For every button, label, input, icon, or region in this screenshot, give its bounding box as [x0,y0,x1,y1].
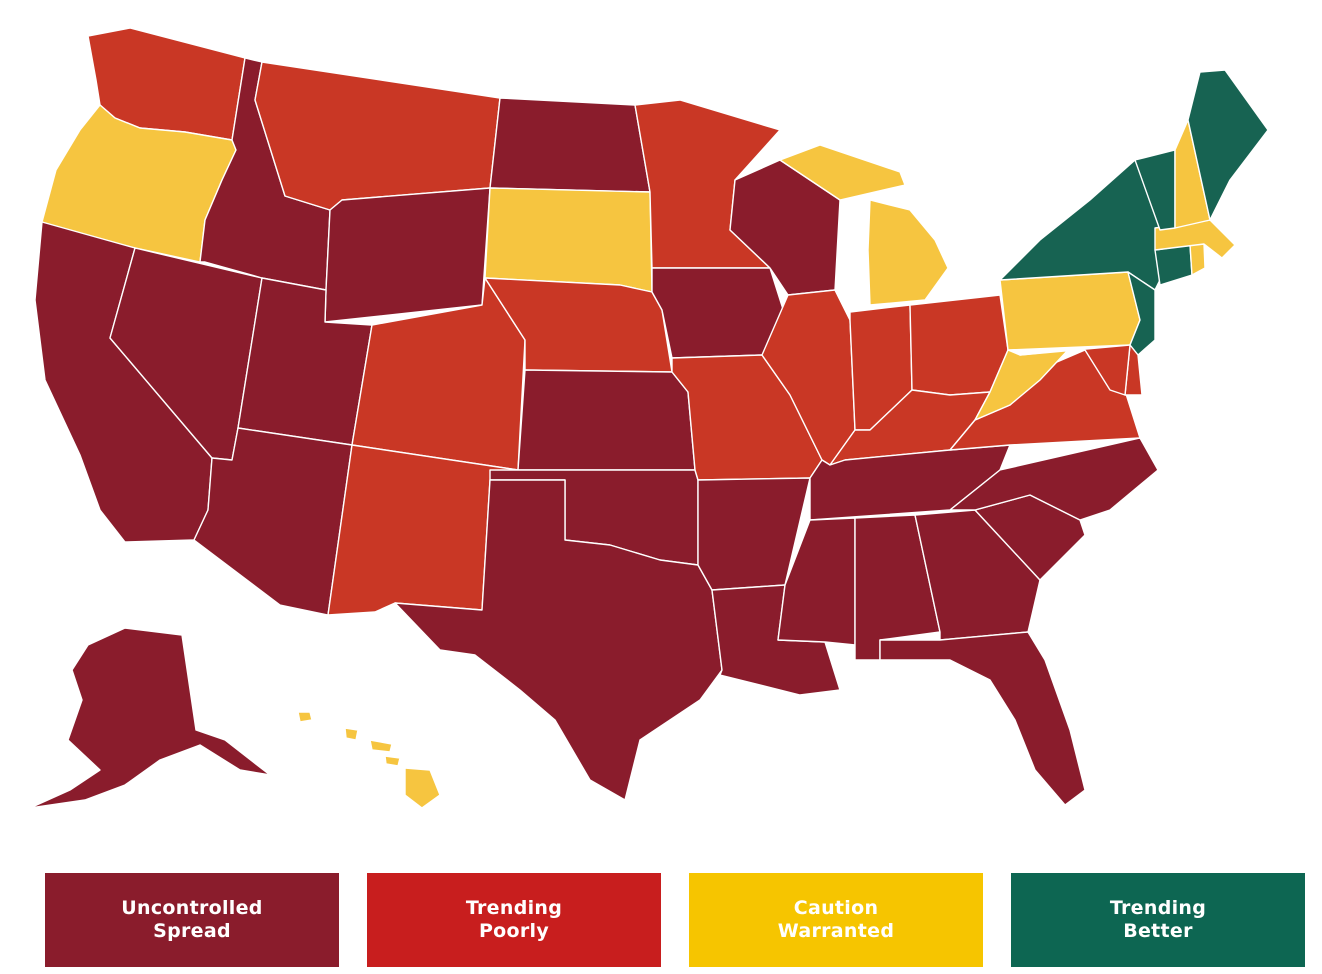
state-nc [949,437,1159,521]
legend-caution-warranted: Caution Warranted [689,873,983,967]
state-ks [517,369,696,471]
legend-uncontrolled-spread: Uncontrolled Spread [45,873,339,967]
state-nd [489,97,651,193]
state-me [1187,69,1269,221]
state-ny [999,159,1166,291]
us-states-map [29,27,1269,809]
state-mi [779,144,949,306]
state-fl [879,631,1086,806]
legend: Uncontrolled Spread Trending Poorly Caut… [0,870,1322,970]
state-ri [1189,243,1206,276]
state-tx [394,479,723,801]
legend-label: Caution Warranted [777,897,895,942]
legend-trending-poorly: Trending Poorly [367,873,661,967]
legend-trending-better: Trending Better [1011,873,1305,967]
state-pa [999,271,1141,351]
state-oh [909,294,1009,396]
legend-label: Trending Better [1109,897,1207,942]
legend-label: Trending Poorly [465,897,563,942]
state-wv [974,349,1069,421]
state-sd [484,187,653,293]
state-hi [297,711,441,809]
state-ne [484,277,673,373]
state-wy [324,187,491,323]
legend-label: Uncontrolled Spread [121,897,263,942]
state-md [1019,344,1131,396]
state-mt [254,61,501,211]
state-ct [1154,244,1193,286]
state-ak [29,627,271,809]
